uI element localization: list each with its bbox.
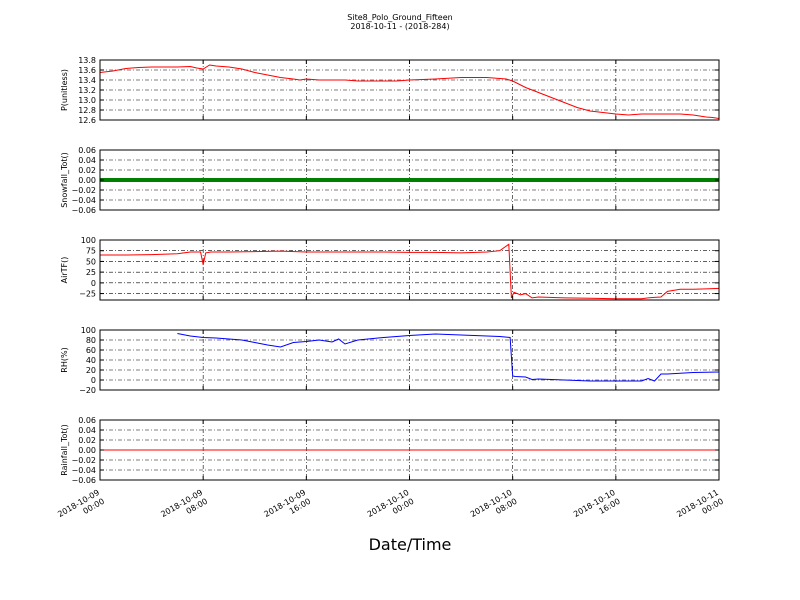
x-axis-label: Date/Time — [369, 535, 452, 554]
panels: 13.813.613.413.213.012.812.6 P(unitless) 0… — [60, 56, 720, 485]
y-tick-label: 13.8 — [78, 56, 96, 65]
y-tick-label: 13.4 — [78, 76, 96, 85]
x-tick-label: 2018-10-0900:00 — [56, 488, 106, 528]
x-tick-labels: 2018-10-0900:00 2018-10-0908:00 2018-10-09… — [56, 488, 725, 528]
panel-1: 13.813.613.413.213.012.812.6 P(unitless) — [60, 56, 720, 125]
y-tick-label: 100 — [81, 236, 96, 245]
x-tick-label: 2018-10-0908:00 — [159, 488, 209, 528]
y-tick-label: −0.04 — [71, 196, 96, 205]
y-tick-label: −25 — [79, 290, 96, 299]
chart-title: Site8_Polo_Ground_Fifteen — [347, 13, 452, 22]
y-tick-label: 0.02 — [78, 436, 96, 445]
y-tick-label: 60 — [86, 346, 96, 355]
y-tick-label: 25 — [86, 268, 96, 277]
y-tick-label: 12.8 — [78, 106, 96, 115]
y-axis-label: Snowfall_Tot() — [60, 152, 69, 208]
y-axis-label: RH(%) — [60, 347, 69, 372]
series-line-1 — [99, 64, 720, 119]
y-tick-label: 0.06 — [78, 146, 96, 155]
y-tick-label: 0 — [91, 376, 96, 385]
y-tick-label: 0.02 — [78, 166, 96, 175]
y-tick-label: 0 — [91, 279, 96, 288]
y-tick-label: 100 — [81, 326, 96, 335]
y-tick-label: −0.04 — [71, 466, 96, 475]
series-line-1 — [177, 333, 720, 382]
x-tick-label: 2018-10-1000:00 — [366, 488, 416, 528]
y-tick-label: 80 — [86, 336, 96, 345]
y-tick-label: 0.00 — [78, 446, 96, 455]
y-tick-label: 20 — [86, 366, 96, 375]
x-tick-label: 2018-10-1100:00 — [675, 488, 725, 528]
y-tick-label: −0.06 — [71, 206, 96, 215]
chart-subtitle: 2018-10-11 - (2018-284) — [350, 22, 449, 31]
y-tick-label: −0.02 — [71, 456, 96, 465]
y-tick-label: 40 — [86, 356, 96, 365]
x-tick-label: 2018-10-1008:00 — [469, 488, 519, 528]
y-tick-label: 0.00 — [78, 176, 96, 185]
y-tick-label: 13.2 — [78, 86, 96, 95]
y-tick-label: −0.02 — [71, 186, 96, 195]
y-axis-label: Rainfall_Tot() — [60, 424, 69, 476]
x-tick-label: 2018-10-1016:00 — [572, 488, 622, 528]
y-tick-label: 0.04 — [78, 156, 96, 165]
y-axis-label: AirTF() — [60, 257, 69, 284]
y-tick-label: 13.6 — [78, 66, 96, 75]
x-tick-label: 2018-10-0916:00 — [263, 488, 313, 528]
y-tick-label: 12.6 — [78, 116, 96, 125]
y-tick-label: −20 — [79, 386, 96, 395]
y-tick-label: 0.04 — [78, 426, 96, 435]
panel-2: 0.060.040.020.00−0.02−0.04−0.06Snowfall_… — [60, 146, 720, 215]
series-line-1 — [100, 243, 720, 300]
y-tick-label: 13.0 — [78, 96, 96, 105]
y-axis-label: P(unitless) — [60, 69, 69, 111]
y-tick-label: −0.06 — [71, 476, 96, 485]
y-tick-label: 0.06 — [78, 416, 96, 425]
panel-5: 0.060.040.020.00−0.02−0.04−0.06Rainfall_… — [60, 416, 720, 485]
y-tick-label: 75 — [86, 247, 96, 256]
y-tick-label: 50 — [86, 257, 96, 266]
